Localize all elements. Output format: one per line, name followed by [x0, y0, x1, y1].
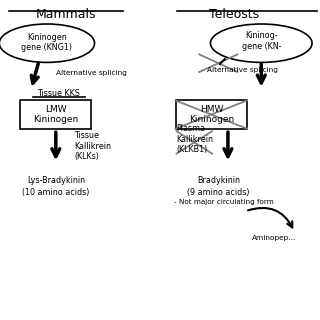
Text: Alternative splicing: Alternative splicing [207, 67, 278, 73]
Text: (10 amino acids): (10 amino acids) [22, 188, 90, 196]
Text: Alternative splicing: Alternative splicing [56, 70, 127, 76]
Text: (9 amino acids): (9 amino acids) [187, 188, 250, 196]
Text: Plasma
Kallikrein
(KLKB1): Plasma Kallikrein (KLKB1) [176, 124, 213, 154]
Text: Teleosts: Teleosts [209, 8, 259, 21]
Text: Tissue
Kallikrein
(KLKs): Tissue Kallikrein (KLKs) [74, 131, 111, 161]
Text: Kininog-
gene (KN-: Kininog- gene (KN- [242, 31, 281, 51]
Text: Aminopep...: Aminopep... [252, 236, 296, 241]
Text: - Not major circulating form: - Not major circulating form [174, 199, 274, 205]
Text: LMW
Kininogen: LMW Kininogen [33, 105, 78, 124]
Text: HMW
Kininogen: HMW Kininogen [189, 105, 234, 124]
Text: Kininogen
gene (KNG1): Kininogen gene (KNG1) [21, 33, 72, 52]
Text: Lys-Bradykinin: Lys-Bradykinin [27, 176, 85, 185]
Text: Mammals: Mammals [36, 8, 96, 21]
Text: Tissue KKS: Tissue KKS [36, 89, 79, 98]
Text: Bradykinin: Bradykinin [197, 176, 240, 185]
